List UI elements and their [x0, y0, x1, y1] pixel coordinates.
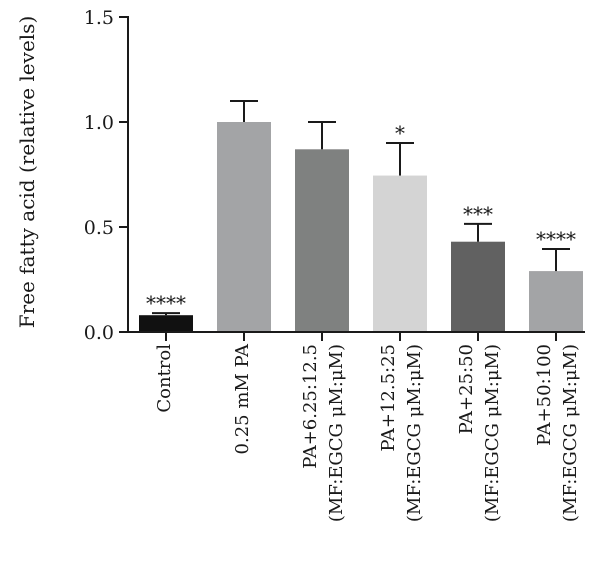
- significance-group: ************: [146, 121, 576, 315]
- category-label-line2-4: (MF:EGCG μM:μM): [482, 344, 503, 522]
- category-label-line1-4: PA+25:50: [456, 344, 477, 434]
- category-label-3: PA+12.5:25 (MF:EGCG μM:μM): [378, 344, 425, 522]
- y-tick-label-2: 1.0: [84, 112, 114, 134]
- bar-0: [139, 315, 193, 332]
- error-bars-group: [152, 100, 570, 316]
- category-label-1: 0.25 mM PA: [232, 343, 253, 454]
- category-label-line1-5: PA+50:100: [534, 344, 555, 446]
- category-label-line1-3: PA+12.5:25: [378, 344, 399, 452]
- category-label-0: Control: [154, 344, 175, 413]
- significance-3: *: [395, 121, 405, 145]
- category-label-line1-2: PA+6.25:12.5: [300, 344, 321, 469]
- category-label-line2-3: (MF:EGCG μM:μM): [404, 344, 425, 522]
- bar-2: [295, 149, 349, 332]
- significance-0: ****: [146, 291, 186, 315]
- y-ticks-group: 0.0 0.5 1.0 1.5: [84, 7, 557, 344]
- y-tick-label-1: 0.5: [84, 217, 114, 239]
- category-label-5: PA+50:100 (MF:EGCG μM:μM): [534, 344, 581, 522]
- bar-5: [529, 271, 583, 332]
- category-label-2: PA+6.25:12.5 (MF:EGCG μM:μM): [300, 344, 347, 522]
- bar-4: [451, 241, 505, 332]
- category-label-line1-1: 0.25 mM PA: [232, 343, 253, 454]
- bar-3: [373, 175, 427, 332]
- y-tick-label-0: 0.0: [84, 322, 114, 344]
- category-label-4: PA+25:50 (MF:EGCG μM:μM): [456, 344, 503, 522]
- bar-1: [217, 122, 271, 332]
- y-axis-label: Free fatty acid (relative levels): [15, 16, 39, 328]
- category-label-line2-2: (MF:EGCG μM:μM): [326, 344, 347, 522]
- category-label-line2-5: (MF:EGCG μM:μM): [560, 344, 581, 522]
- significance-4: ***: [463, 202, 493, 226]
- bars-group: [139, 122, 583, 332]
- significance-5: ****: [536, 227, 576, 251]
- category-labels-group: Control 0.25 mM PA PA+6.25:12.5 (MF:EGCG μM…: [154, 343, 581, 522]
- category-label-line1-0: Control: [154, 344, 175, 413]
- y-tick-label-3: 1.5: [84, 7, 114, 29]
- axes-group: [127, 16, 585, 333]
